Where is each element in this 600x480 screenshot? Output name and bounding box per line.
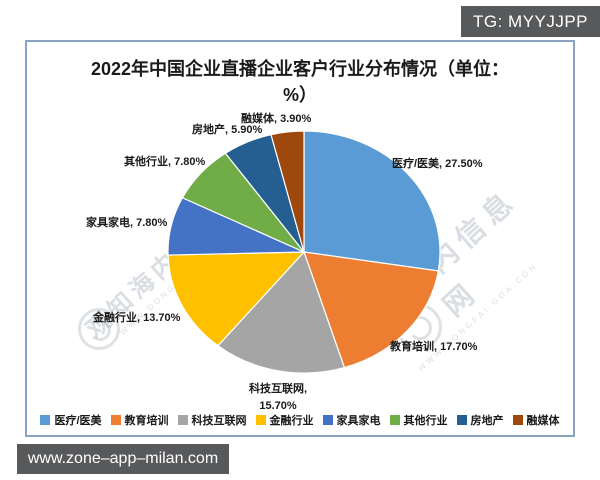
callout-realestate: 房地产, 5.90% xyxy=(192,124,263,136)
callout-tech: 科技互联网, 15.70% xyxy=(248,383,308,412)
pie-slice xyxy=(217,250,346,374)
legend-item-realestate: 房地产 xyxy=(456,412,504,428)
chart-title: 2022年中国企业直播企业客户行业分布情况（单位：%） xyxy=(90,59,510,106)
url-watermark-badge: www.zone–app–milan.com xyxy=(17,444,229,474)
callout-furniture: 家具家电, 7.80% xyxy=(86,217,168,229)
legend-item-medical: 医疗/医美 xyxy=(40,412,102,428)
chart-legend: 医疗/医美 教育培训 科技互联网 金融行业 家具家电 其他行业 房地产 融媒体 xyxy=(25,412,575,428)
tg-contact-badge: TG: MYYJJPP xyxy=(461,6,600,37)
legend-label: 家具家电 xyxy=(336,415,381,427)
legend-label: 其他行业 xyxy=(403,415,448,427)
legend-item-finance: 金融行业 xyxy=(255,412,314,428)
legend-item-media: 融媒体 xyxy=(512,412,560,428)
legend-item-other: 其他行业 xyxy=(389,412,448,428)
pie-slice xyxy=(270,130,305,253)
legend-label: 医疗/医美 xyxy=(54,415,102,427)
legend-item-tech: 科技互联网 xyxy=(177,412,247,428)
legend-label: 融媒体 xyxy=(526,415,560,427)
callout-finance: 金融行业, 13.70% xyxy=(93,312,181,324)
legend-swatch-icon xyxy=(456,415,467,425)
callout-education: 教育培训, 17.70% xyxy=(390,341,478,353)
legend-swatch-icon xyxy=(177,415,188,425)
legend-swatch-icon xyxy=(110,415,121,425)
legend-swatch-icon xyxy=(389,415,400,425)
legend-item-education: 教育培训 xyxy=(110,412,169,428)
legend-swatch-icon xyxy=(322,415,333,425)
legend-swatch-icon xyxy=(512,415,523,425)
pie-slice xyxy=(303,251,440,369)
pie-slice xyxy=(167,251,306,347)
callout-other: 其他行业, 7.80% xyxy=(124,156,206,168)
legend-swatch-icon xyxy=(255,415,266,425)
legend-swatch-icon xyxy=(40,415,51,425)
legend-label: 教育培训 xyxy=(124,415,169,427)
callout-medical: 医疗/医美, 27.50% xyxy=(392,158,483,170)
callout-media: 融媒体, 3.90% xyxy=(241,113,312,125)
legend-label: 金融行业 xyxy=(269,415,314,427)
legend-label: 房地产 xyxy=(470,415,504,427)
legend-label: 科技互联网 xyxy=(191,415,247,427)
pie-slice xyxy=(303,130,441,272)
legend-item-furniture: 家具家电 xyxy=(322,412,381,428)
